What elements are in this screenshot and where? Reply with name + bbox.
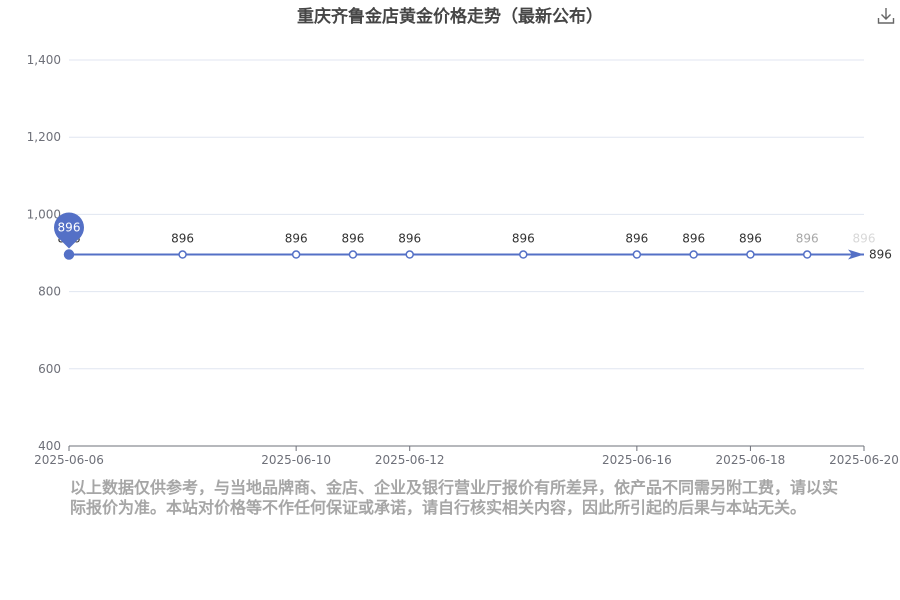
data-point bbox=[746, 250, 755, 259]
download-icon bbox=[877, 8, 895, 24]
x-tick-label: 2025-06-12 bbox=[375, 453, 445, 467]
x-tick-label: 2025-06-20 bbox=[829, 453, 899, 467]
data-label: 896 bbox=[682, 232, 705, 246]
data-point bbox=[178, 250, 187, 259]
disclaimer-note: 以上数据仅供参考，与当地品牌商、金店、企业及银行营业厅报价有所差异，依产品不同需… bbox=[70, 478, 839, 517]
data-label: 896 bbox=[285, 232, 308, 246]
data-point bbox=[689, 250, 698, 259]
data-point bbox=[63, 249, 75, 260]
data-point bbox=[519, 250, 528, 259]
data-point bbox=[291, 250, 301, 259]
end-value-label: 896 bbox=[869, 248, 892, 262]
data-point bbox=[348, 250, 358, 259]
data-label: 896 bbox=[625, 232, 648, 246]
x-tick-label: 2025-06-06 bbox=[34, 453, 104, 467]
x-tick-label: 2025-06-16 bbox=[602, 453, 672, 467]
data-label: 896 bbox=[171, 232, 194, 246]
data-label: 896 bbox=[341, 232, 364, 246]
line-end-arrow bbox=[848, 249, 864, 260]
data-point bbox=[802, 250, 812, 259]
download-button[interactable] bbox=[876, 6, 896, 26]
data-point bbox=[405, 250, 414, 259]
chart-title: 重庆齐鲁金店黄金价格走势（最新公布） bbox=[297, 7, 603, 27]
max-marker-label: 896 bbox=[58, 221, 81, 235]
data-label: 896 bbox=[398, 232, 421, 246]
x-tick-label: 2025-06-10 bbox=[261, 453, 331, 467]
data-label: 896 bbox=[739, 232, 762, 246]
data-label: 896 bbox=[796, 232, 819, 246]
data-label: 896 bbox=[853, 232, 876, 246]
y-tick-label: 1,000 bbox=[27, 207, 61, 221]
y-tick-label: 600 bbox=[38, 362, 61, 376]
line-chart: 400 600 800 1,000 1,200 1,400 2025-06-06 2025-0… bbox=[27, 53, 899, 467]
y-tick-label: 1,200 bbox=[27, 130, 61, 144]
max-marker-pin bbox=[54, 212, 84, 243]
y-tick-label: 1,400 bbox=[27, 53, 61, 67]
y-tick-label: 400 bbox=[38, 439, 61, 453]
data-point bbox=[632, 250, 642, 259]
x-tick-label: 2025-06-18 bbox=[716, 453, 786, 467]
data-label: 896 bbox=[512, 232, 535, 246]
y-tick-label: 800 bbox=[38, 285, 61, 299]
